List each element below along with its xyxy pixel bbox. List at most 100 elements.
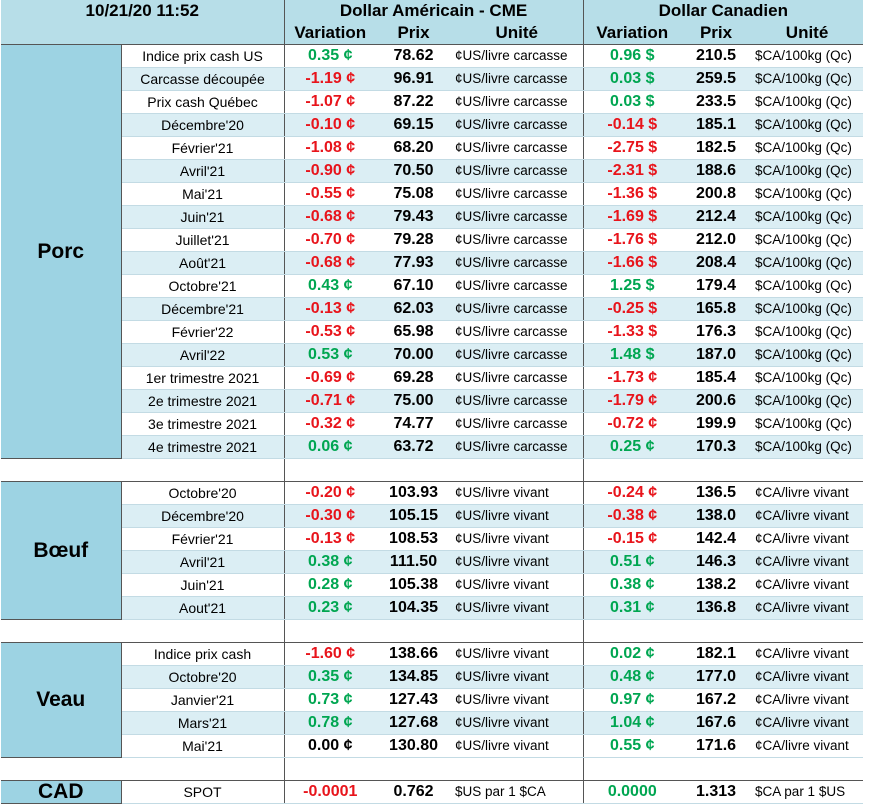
data-row: Aout'21 0.23 ¢ 104.35 ¢US/livre vivant 0.31 … [1,596,864,620]
variation: 0.31 ¢ [583,596,682,620]
price: 177.0 [681,665,752,689]
variation: -0.71 ¢ [284,389,377,413]
data-row: Avril'21 -0.90 ¢ 70.50 ¢US/livre carcasse -2… [1,159,864,183]
unit: $CA/100kg (Qc) [751,228,864,252]
variation: -0.69 ¢ [284,366,377,390]
unit: ¢CA/livre vivant [751,711,864,735]
variation: -1.76 $ [583,228,682,252]
unit: $CA/100kg (Qc) [751,205,864,229]
price: 212.4 [681,205,752,229]
price: 200.8 [681,182,752,206]
price: 259.5 [681,67,752,91]
unit: ¢CA/livre vivant [751,596,864,620]
variation: -0.68 ¢ [284,205,377,229]
variation: -0.90 ¢ [284,159,377,183]
variation: -0.32 ¢ [284,412,377,436]
row-label: Juin'21 [121,205,285,229]
spacer-row [1,458,864,482]
variation: 0.48 ¢ [583,665,682,689]
unit: ¢CA/livre vivant [751,688,864,712]
section-name: CAD [1,780,122,804]
spacer-cell [1,458,285,482]
data-row: Juin'21 0.28 ¢ 105.38 ¢US/livre vivant 0.38 … [1,573,864,597]
price: 78.62 [376,44,452,68]
variation: 0.25 ¢ [583,435,682,459]
price: 167.6 [681,711,752,735]
unit: ¢US/livre carcasse [451,44,584,68]
variation: -0.13 ¢ [284,527,377,551]
variation: 0.02 ¢ [583,642,682,666]
row-label: Février'21 [121,136,285,160]
variation: 0.73 ¢ [284,688,377,712]
unit: ¢US/livre carcasse [451,182,584,206]
header-row: 10/21/20 11:52 Dollar Américain - CME Do… [1,0,864,22]
variation: 0.28 ¢ [284,573,377,597]
unit: $CA/100kg (Qc) [751,412,864,436]
variation: -0.25 $ [583,297,682,321]
price: 136.8 [681,596,752,620]
spacer-cell [284,458,584,482]
price: 70.50 [376,159,452,183]
group-title: Dollar Canadien [583,0,864,22]
price: 134.85 [376,665,452,689]
variation: 0.35 ¢ [284,44,377,68]
price: 69.28 [376,366,452,390]
variation: -0.30 ¢ [284,504,377,528]
unit: ¢US/livre carcasse [451,343,584,367]
price: 182.5 [681,136,752,160]
variation: -0.53 ¢ [284,320,377,344]
variation: 1.48 $ [583,343,682,367]
variation: -1.36 $ [583,182,682,206]
price: 69.15 [376,113,452,137]
unit: ¢US/livre vivant [451,527,584,551]
row-label: Prix cash Québec [121,90,285,114]
price: 233.5 [681,90,752,114]
column-header: Variation [583,22,682,45]
variation: -1.69 $ [583,205,682,229]
price: 108.53 [376,527,452,551]
price: 1.313 [681,780,752,804]
spacer-row [1,619,864,643]
unit: $CA/100kg (Qc) [751,67,864,91]
spacer-cell [583,458,864,482]
data-row: Octobre'20 0.35 ¢ 134.85 ¢US/livre vivant 0.… [1,665,864,689]
price: 188.6 [681,159,752,183]
variation: -2.75 $ [583,136,682,160]
data-row: Avril'22 0.53 ¢ 70.00 ¢US/livre carcasse 1.4… [1,343,864,367]
unit: ¢US/livre carcasse [451,113,584,137]
price: 185.4 [681,366,752,390]
row-label: Février'22 [121,320,285,344]
timestamp: 10/21/20 11:52 [1,0,285,22]
data-row: Décembre'21 -0.13 ¢ 62.03 ¢US/livre carcass… [1,297,864,321]
row-label: Avril'22 [121,343,285,367]
price: 67.10 [376,274,452,298]
row-label: Mai'21 [121,734,285,758]
data-row: Juillet'21 -0.70 ¢ 79.28 ¢US/livre carcasse… [1,228,864,252]
unit: $CA/100kg (Qc) [751,251,864,275]
price: 70.00 [376,343,452,367]
price: 74.77 [376,412,452,436]
unit: ¢US/livre vivant [451,734,584,758]
section-name: Veau [1,642,122,758]
spacer-cell [583,619,864,643]
row-label: Décembre'20 [121,504,285,528]
variation: -0.70 ¢ [284,228,377,252]
row-label: Carcasse découpée [121,67,285,91]
row-label: Avril'21 [121,159,285,183]
unit: ¢US/livre vivant [451,504,584,528]
variation: 0.38 ¢ [284,550,377,574]
price: 0.762 [376,780,452,804]
unit: ¢US/livre carcasse [451,435,584,459]
variation: -0.72 ¢ [583,412,682,436]
variation: -0.15 ¢ [583,527,682,551]
unit: ¢US/livre carcasse [451,205,584,229]
price: 75.08 [376,182,452,206]
price: 62.03 [376,297,452,321]
price: 138.0 [681,504,752,528]
unit: $CA/100kg (Qc) [751,297,864,321]
price: 179.4 [681,274,752,298]
data-row: Février'21 -1.08 ¢ 68.20 ¢US/livre carcasse… [1,136,864,160]
price: 87.22 [376,90,452,114]
